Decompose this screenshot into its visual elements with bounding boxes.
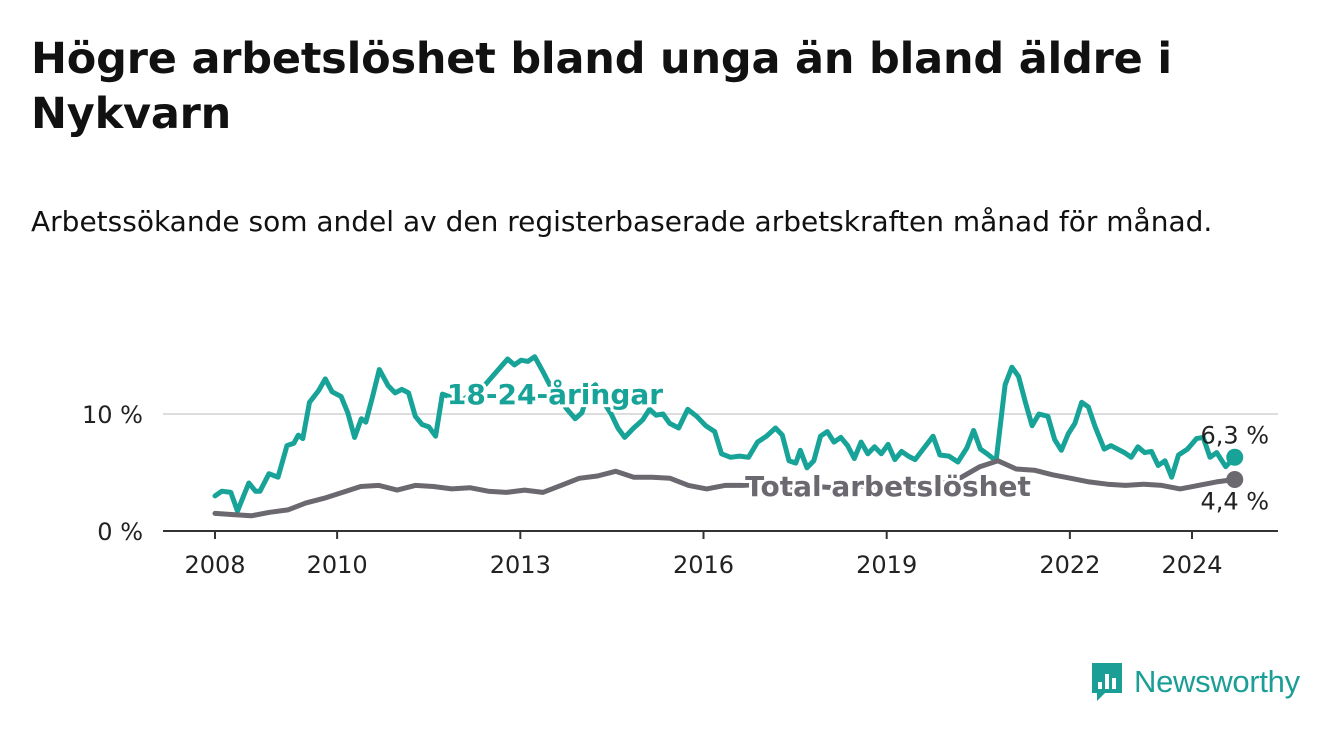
x-tick-label: 2024 [1161, 551, 1222, 579]
bar-chart-logo-icon [1092, 663, 1122, 701]
series-line-youth [212, 354, 1238, 514]
y-tick-label: 0 % [97, 518, 143, 546]
series-line-total [212, 458, 1238, 519]
newsworthy-logo[interactable]: Newsworthy [1089, 660, 1300, 704]
x-tick-label: 2022 [1039, 551, 1100, 579]
brand-name: Newsworthy [1134, 664, 1300, 699]
y-tick-label: 10 % [82, 401, 143, 429]
series-name-label-total: Total arbetslöshet [745, 470, 1031, 503]
x-tick-label: 2013 [490, 551, 551, 579]
series-end-point-total [1226, 471, 1244, 489]
series-name-label-youth: 18-24-åringar [447, 378, 663, 411]
series-end-point-youth [1226, 448, 1244, 466]
line-chart: 0 % 10 % 2008 2010 2013 2016 2019 2022 2024 6,3 … [82, 354, 1278, 579]
chart-subtitle: Arbetssökande som andel av den registerb… [31, 205, 1213, 238]
x-tick-label: 2008 [184, 551, 245, 579]
x-tick-label: 2010 [307, 551, 368, 579]
chart-title: Högre arbetslöshet bland unga än bland ä… [31, 34, 1172, 139]
x-tick-label: 2016 [673, 551, 734, 579]
x-tick-label: 2019 [856, 551, 917, 579]
series-end-label-youth: 6,3 % [1200, 421, 1269, 449]
series-end-label-total: 4,4 % [1200, 488, 1269, 516]
